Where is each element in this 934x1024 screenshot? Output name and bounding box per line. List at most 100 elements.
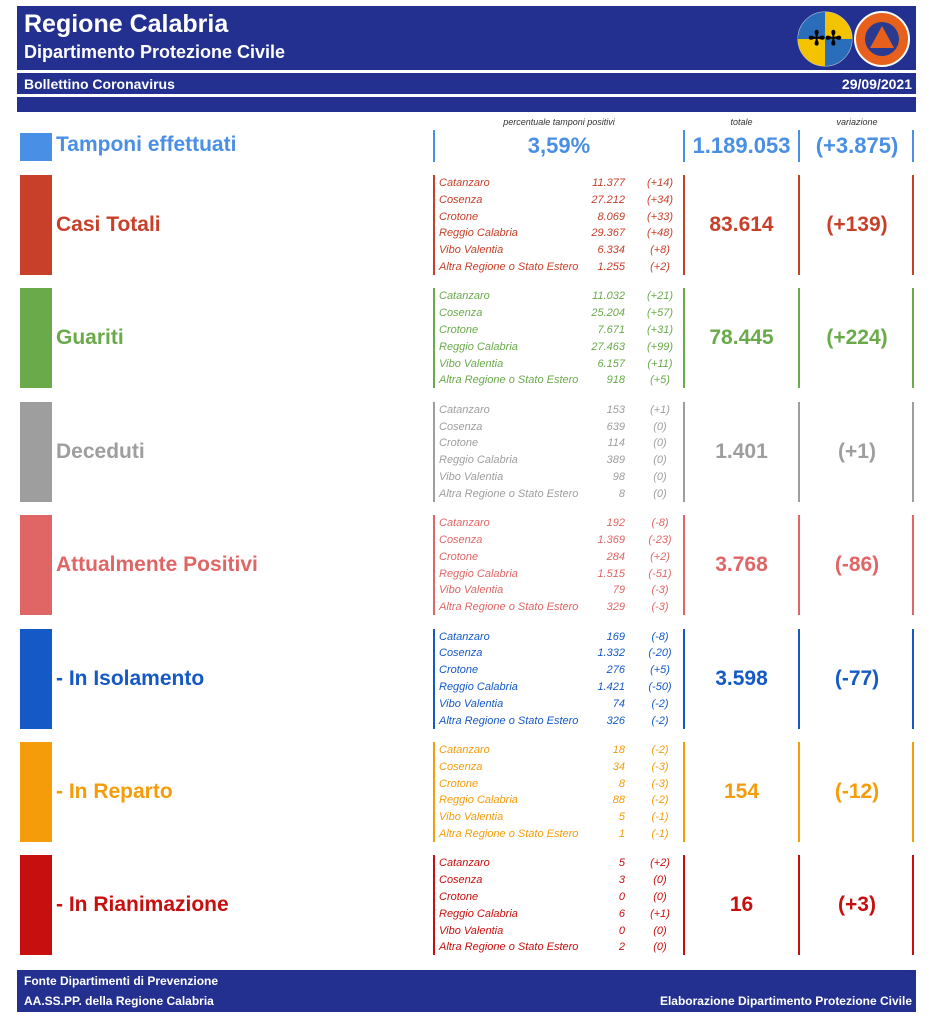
province: Crotone [439, 324, 479, 336]
divider [912, 742, 914, 842]
divider [433, 742, 435, 842]
divider [798, 175, 800, 275]
column-header: percentuale tamponi positivi [503, 117, 615, 127]
province: Crotone [439, 891, 479, 903]
section-label: Guariti [56, 326, 124, 350]
column-header: variazione [836, 117, 878, 127]
province-change: (+99) [647, 340, 673, 353]
color-block [20, 742, 52, 842]
change: (+3) [838, 893, 876, 917]
province: Vibo Valentia [439, 244, 504, 257]
province: Reggio Calabria [439, 567, 518, 580]
province: Cosenza [439, 874, 483, 887]
province-change: (-8) [651, 517, 669, 530]
province-change: (+48) [647, 227, 673, 240]
province: Vibo Valentia [439, 357, 504, 370]
province-value: 34 [612, 760, 625, 773]
province-value: 5 [618, 811, 625, 824]
divider [683, 742, 685, 842]
total: 3.768 [715, 553, 768, 577]
province-change: (-8) [651, 630, 669, 643]
province-value: 6.334 [597, 244, 625, 257]
province: Cosenza [439, 647, 483, 660]
divider [683, 288, 685, 389]
province: Catanzaro [439, 630, 490, 643]
svg-text:✢✢: ✢✢ [808, 28, 842, 50]
province-change: (+31) [647, 324, 673, 336]
logos: ✢✢ [797, 11, 910, 67]
province: Crotone [439, 210, 479, 223]
change: (-86) [834, 553, 880, 577]
province: Reggio Calabria [439, 794, 518, 807]
province-change: (+2) [650, 857, 670, 870]
province-value: 88 [612, 794, 625, 807]
footer-band [17, 970, 916, 1012]
change: (+224) [826, 326, 888, 350]
province-value: 11.377 [592, 177, 625, 189]
province-value: 6.157 [597, 357, 625, 370]
province-value: 79 [612, 584, 625, 597]
divider [683, 515, 685, 616]
province: Altra Regione o Stato Estero [439, 828, 579, 840]
province: Crotone [439, 777, 479, 790]
province: Reggio Calabria [439, 454, 518, 467]
province: Crotone [439, 664, 479, 677]
province-change: (+1) [650, 403, 670, 416]
province: Crotone [439, 437, 479, 450]
province-value: 3 [618, 874, 625, 887]
province-value: 1.515 [597, 567, 625, 580]
divider [798, 288, 800, 389]
divider [912, 130, 914, 162]
province-change: (0) [653, 487, 667, 500]
total: 1.401 [715, 439, 768, 463]
province-value: 6 [618, 907, 625, 920]
title: Regione Calabria [24, 10, 229, 38]
province-value: 8 [618, 487, 625, 500]
province-value: 74 [612, 697, 625, 710]
section-label: Casi Totali [56, 213, 161, 236]
province: Catanzaro [439, 177, 490, 189]
divider [912, 401, 914, 502]
province-change: (0) [653, 437, 667, 450]
color-block [20, 288, 52, 389]
province-change: (-51) [648, 567, 672, 580]
province-value: 98 [612, 471, 625, 483]
province: Vibo Valentia [439, 924, 504, 937]
province-change: (+2) [650, 550, 670, 563]
total: 78.445 [709, 326, 774, 350]
province: Cosenza [439, 760, 483, 773]
divider [798, 628, 800, 729]
province-change: (+5) [650, 664, 670, 677]
province-value: 8 [618, 777, 625, 790]
divider [433, 401, 435, 502]
province-value: 29.367 [591, 227, 625, 240]
bulletin-band [17, 73, 916, 94]
province-value: 11.032 [592, 290, 625, 303]
province: Reggio Calabria [439, 340, 518, 353]
color-block [20, 628, 52, 729]
header-band [17, 6, 916, 70]
province: Catanzaro [439, 744, 490, 756]
province-value: 276 [606, 664, 625, 677]
divider [433, 628, 435, 729]
province-change: (-3) [651, 601, 669, 614]
color-block [20, 515, 52, 616]
province-change: (0) [653, 874, 667, 887]
province-change: (+57) [647, 307, 673, 320]
column-header: totale [730, 117, 753, 127]
province-value: 153 [606, 403, 625, 416]
total: 3.598 [715, 666, 768, 690]
province-value: 25.204 [591, 307, 625, 320]
divider [433, 855, 435, 956]
province-change: (+2) [650, 261, 670, 273]
divider [433, 515, 435, 616]
province-change: (-3) [651, 584, 669, 597]
province-value: 18 [612, 744, 625, 756]
province-value: 329 [606, 601, 625, 614]
footer-credit: Elaborazione Dipartimento Protezione Civ… [659, 994, 912, 1008]
province-change: (0) [653, 471, 667, 483]
divider [433, 130, 435, 162]
province-change: (0) [653, 924, 667, 937]
province: Vibo Valentia [439, 697, 504, 710]
province-change: (-1) [651, 811, 669, 824]
